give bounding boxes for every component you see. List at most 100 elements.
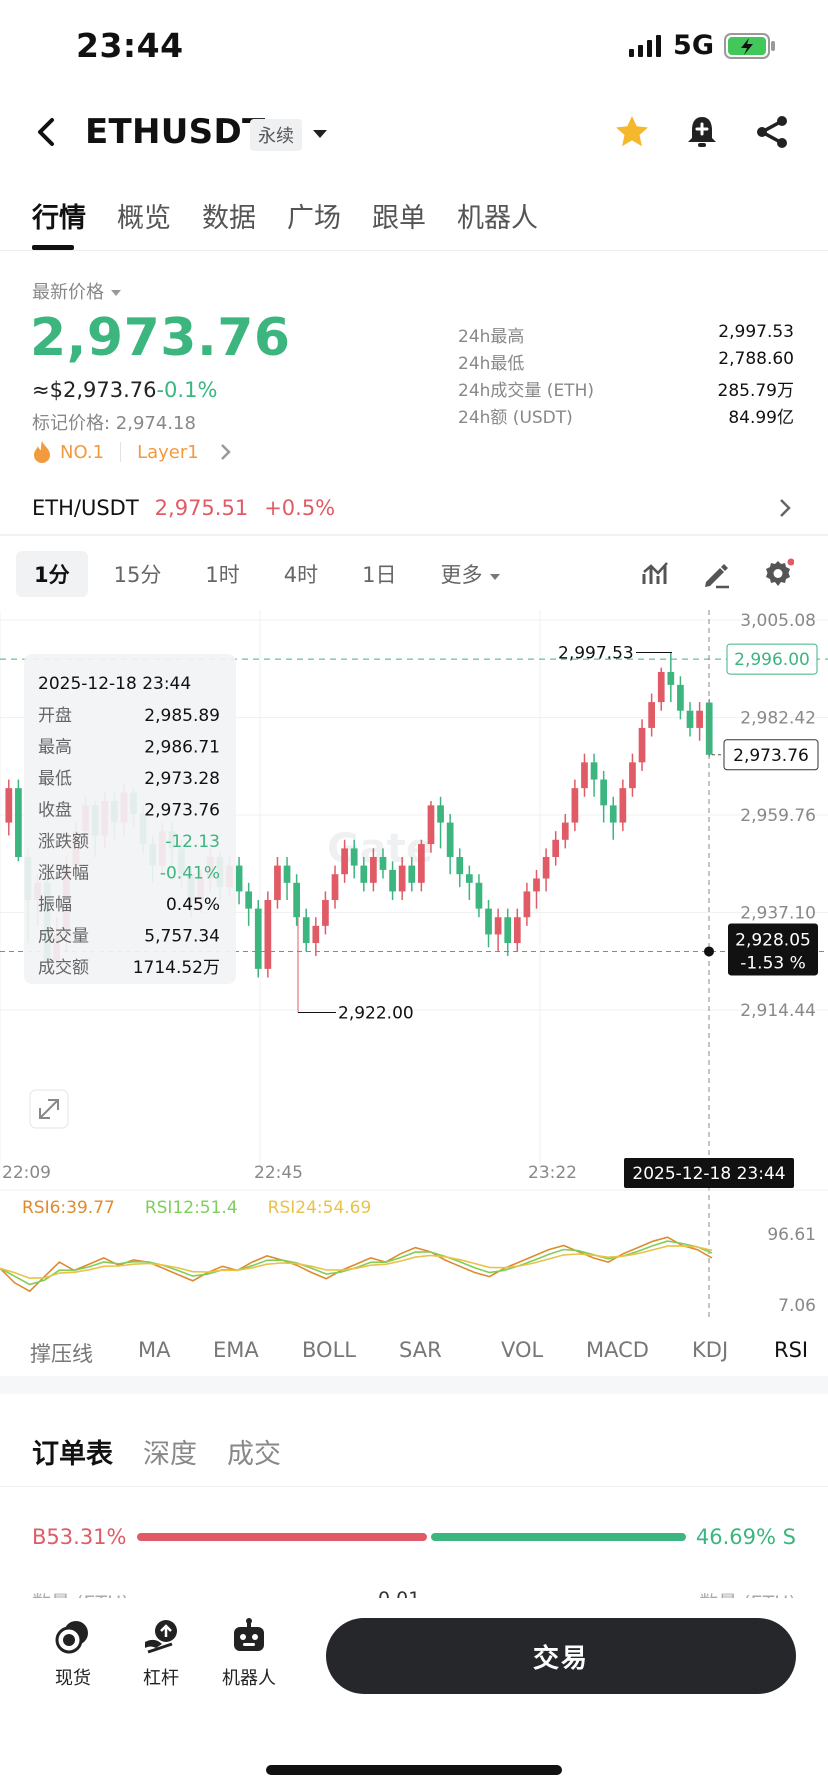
tab-depth[interactable]: 深度 <box>143 1439 197 1470</box>
chevron-right-icon[interactable] <box>778 498 792 518</box>
rsi24-label: RSI24:54.69 <box>267 1198 372 1218</box>
candle-body <box>581 762 588 789</box>
draw-pen-icon[interactable] <box>700 558 732 590</box>
candle-body <box>456 856 464 875</box>
tab-bot[interactable]: 机器人 <box>457 203 538 234</box>
caret-down-icon[interactable] <box>312 128 328 140</box>
candle-body <box>696 710 703 728</box>
chart-settings-gear-icon[interactable] <box>762 558 794 590</box>
price-alert-bell-icon[interactable] <box>682 112 722 152</box>
caret-down-icon <box>490 574 501 580</box>
indicator-ema[interactable]: EMA <box>213 1338 259 1362</box>
rsi-y-tick: 7.06 <box>778 1296 816 1316</box>
interval-1h[interactable]: 1时 <box>205 563 240 587</box>
trade-button[interactable]: 交易 <box>326 1618 796 1694</box>
candle-body <box>485 908 492 935</box>
candle-body <box>235 865 243 892</box>
nav-margin[interactable]: 杠杆 <box>126 1618 196 1690</box>
candle-body <box>322 900 329 926</box>
tab-square[interactable]: 广场 <box>287 203 341 234</box>
indicator-support-resistance[interactable]: 撑压线 <box>30 1342 93 1366</box>
stat-low: 24h最低 2,788.60 <box>458 349 794 374</box>
indicator-vol[interactable]: VOL <box>501 1338 544 1362</box>
tab-data[interactable]: 数据 <box>202 203 256 234</box>
indicator-ma[interactable]: MA <box>138 1338 171 1362</box>
rsi-series-line <box>0 1240 713 1286</box>
margin-icon <box>145 1620 177 1654</box>
candle-body <box>648 702 655 728</box>
network-label: 5G <box>673 30 714 61</box>
candle-body <box>389 869 396 892</box>
indicator-kdj[interactable]: KDJ <box>692 1338 729 1362</box>
tooltip-label: 成交量 <box>38 927 89 947</box>
tooltip-time: 2025-12-18 23:44 <box>38 674 191 694</box>
indicator-sar[interactable]: SAR <box>399 1338 442 1362</box>
category-label: Layer1 <box>137 441 199 463</box>
indicator-rsi[interactable]: RSI <box>774 1338 809 1362</box>
crosshair-price: 2,928.05 <box>735 930 811 950</box>
indicator-boll[interactable]: BOLL <box>302 1338 356 1362</box>
nav-bot[interactable]: 机器人 <box>214 1618 284 1690</box>
interval-1m[interactable]: 1分 <box>16 551 88 597</box>
candlestick-chart[interactable]: 3,005.08 2,982.42 2,959.76 2,937.10 2,914.44… <box>0 610 828 1320</box>
rsi6-label: RSI6:39.77 <box>22 1198 115 1218</box>
divider <box>0 1486 828 1487</box>
back-arrow-icon[interactable] <box>28 112 68 152</box>
contract-type-tag[interactable]: 永续 <box>250 119 302 151</box>
home-indicator <box>266 1765 562 1775</box>
tab-overview[interactable]: 概览 <box>117 203 171 234</box>
candle-body <box>513 917 521 944</box>
nav-spot[interactable]: 现货 <box>38 1618 108 1690</box>
interval-15m[interactable]: 15分 <box>113 563 162 587</box>
divider <box>0 250 828 251</box>
usd-price: ≈$2,973.76 <box>32 378 157 402</box>
favorite-star-icon[interactable] <box>612 112 652 152</box>
candle-body <box>542 856 550 879</box>
stat-volume: 24h成交量 (ETH) 285.79万 <box>458 381 794 401</box>
tab-orderbook[interactable]: 订单表 <box>32 1439 113 1470</box>
tooltip-value: 2,973.76 <box>144 801 220 821</box>
contract-symbol[interactable]: ETHUSDT <box>85 112 266 152</box>
tooltip-label: 涨跌额 <box>38 832 89 852</box>
chevron-right-icon <box>220 444 231 460</box>
high-annotation: 2,997.53 <box>558 643 634 663</box>
buy-sell-ratio: B53.31% 46.69% S <box>32 1522 796 1552</box>
status-indicators: 5G <box>629 30 776 61</box>
indicator-chart-icon[interactable] <box>640 558 672 590</box>
tab-copy-trade[interactable]: 跟单 <box>372 203 426 234</box>
y-tick-label: 2,959.76 <box>740 806 816 826</box>
candle-body <box>609 805 617 823</box>
latest-price-label[interactable]: 最新价格 <box>32 278 122 304</box>
tab-market[interactable]: 行情 <box>32 203 86 234</box>
rsi-series-line <box>0 1236 713 1293</box>
interval-more[interactable]: 更多 <box>422 551 519 597</box>
order-line-tag <box>726 643 818 675</box>
share-icon[interactable] <box>752 112 792 152</box>
candle-body <box>418 844 425 883</box>
candle-body <box>571 788 579 823</box>
rsi-y-tick: 96.61 <box>767 1225 816 1245</box>
candle-body <box>465 874 473 883</box>
indicator-macd[interactable]: MACD <box>586 1338 649 1362</box>
candle-body <box>552 839 560 857</box>
x-tick-label: 23:22 <box>528 1163 577 1183</box>
interval-1d[interactable]: 1日 <box>362 563 397 587</box>
tab-trades[interactable]: 成交 <box>227 1439 281 1470</box>
x-tick-label: 22:45 <box>254 1163 303 1183</box>
battery-icon <box>724 32 775 59</box>
candle-body <box>341 848 348 875</box>
candle-body <box>379 856 387 870</box>
ohlc-tooltip <box>24 654 236 984</box>
rank-row[interactable]: NO.1 Layer1 <box>32 440 233 464</box>
low-annotation: 2,922.00 <box>338 1003 414 1023</box>
spot-pair-row[interactable]: ETH/USDT 2,975.51 +0.5% <box>32 496 335 520</box>
candle-body <box>5 788 13 823</box>
tooltip-value: 2,985.89 <box>144 706 220 726</box>
candle-body <box>360 865 368 883</box>
active-tab-indicator <box>32 245 74 250</box>
candle-body <box>331 874 339 901</box>
candle-body <box>293 882 300 918</box>
tooltip-value: 1714.52万 <box>133 958 220 978</box>
crosshair-price-tag <box>728 923 818 976</box>
interval-4h[interactable]: 4时 <box>283 563 319 587</box>
